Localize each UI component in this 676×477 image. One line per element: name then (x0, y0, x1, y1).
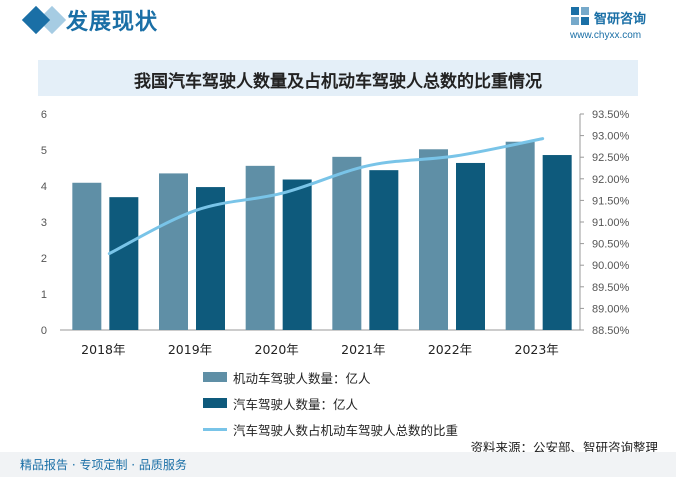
right-axis-tick-label: 93.00% (592, 131, 630, 143)
bar-car-drivers (369, 170, 399, 330)
x-axis-tick-label: 2019年 (168, 342, 212, 357)
legend-swatch-car-drivers (203, 398, 227, 408)
x-axis-tick-label: 2023年 (515, 342, 559, 357)
x-axis-tick-label: 2022年 (428, 342, 472, 357)
bar-car-drivers (196, 187, 225, 330)
right-axis-tick-label: 91.50% (592, 195, 630, 207)
bar-car-drivers (109, 197, 139, 330)
legend-label-car-drivers: 汽车驾驶人数量：亿人 (233, 397, 359, 412)
header: 发展现状 智研咨询 www.chyxx.com (0, 0, 676, 44)
right-axis-tick-label: 89.50% (592, 282, 630, 294)
left-axis-tick-label: 3 (41, 217, 47, 229)
bar-motor-drivers (245, 165, 275, 330)
bar-motor-drivers (419, 149, 448, 330)
right-axis-tick-label: 92.50% (592, 152, 630, 164)
x-axis-tick-label: 2018年 (81, 342, 125, 357)
right-axis-tick-label: 93.50% (592, 109, 630, 121)
right-axis-tick-label: 89.00% (592, 303, 630, 315)
left-axis-tick-label: 6 (41, 109, 47, 121)
line-share-ratio (107, 137, 545, 256)
right-axis-tick-label: 92.00% (592, 174, 630, 186)
right-axis-tick-label: 91.00% (592, 217, 630, 229)
section-title: 发展现状 (66, 10, 159, 35)
bar-motor-drivers (159, 173, 188, 330)
combo-chart: 0 1 2 3 4 5 6 88.50% 89.00% 89.50% 90.00% 90.50% 91.… (41, 109, 630, 357)
left-axis-tick-label: 4 (41, 181, 47, 193)
x-axis-tick-label: 2020年 (255, 342, 299, 357)
chart-title: 我国汽车驾驶人数量及占机动车驾驶人总数的比重情况 (134, 72, 542, 92)
brand-name: 智研咨询 (594, 12, 647, 27)
right-axis-tick-label: 90.00% (592, 260, 630, 272)
bar-motor-drivers (332, 156, 362, 330)
brand-url: www.chyxx.com (570, 30, 642, 41)
bar-motor-drivers (505, 141, 535, 330)
left-axis-tick-label: 0 (41, 325, 47, 337)
footer-slogan: 精品报告 · 专项定制 · 品质服务 (20, 458, 187, 472)
chart-title-band: 我国汽车驾驶人数量及占机动车驾驶人总数的比重情况 (38, 60, 638, 96)
legend-label-motor-drivers: 机动车驾驶人数量：亿人 (233, 371, 371, 386)
right-axis-tick-label: 88.50% (592, 325, 630, 337)
left-axis-tick-label: 5 (41, 145, 47, 157)
left-axis-tick-label: 2 (41, 253, 47, 265)
footer-bar: 精品报告 · 专项定制 · 品质服务 (0, 452, 676, 477)
left-axis-tick-label: 1 (41, 289, 47, 301)
legend-swatch-motor-drivers (203, 372, 227, 382)
brand-logo-icon (571, 7, 589, 25)
legend-label-share: 汽车驾驶人数占机动车驾驶人总数的比重 (233, 423, 459, 438)
bar-car-drivers (282, 179, 312, 330)
right-axis-tick-label: 90.50% (592, 239, 630, 251)
bar-motor-drivers (72, 182, 102, 330)
bar-car-drivers (542, 155, 572, 330)
bar-car-drivers (456, 162, 485, 330)
x-axis-tick-label: 2021年 (341, 342, 385, 357)
data-source: 资料来源：公安部、智研咨询整理 (470, 440, 658, 455)
legend-swatch-share (203, 428, 227, 431)
